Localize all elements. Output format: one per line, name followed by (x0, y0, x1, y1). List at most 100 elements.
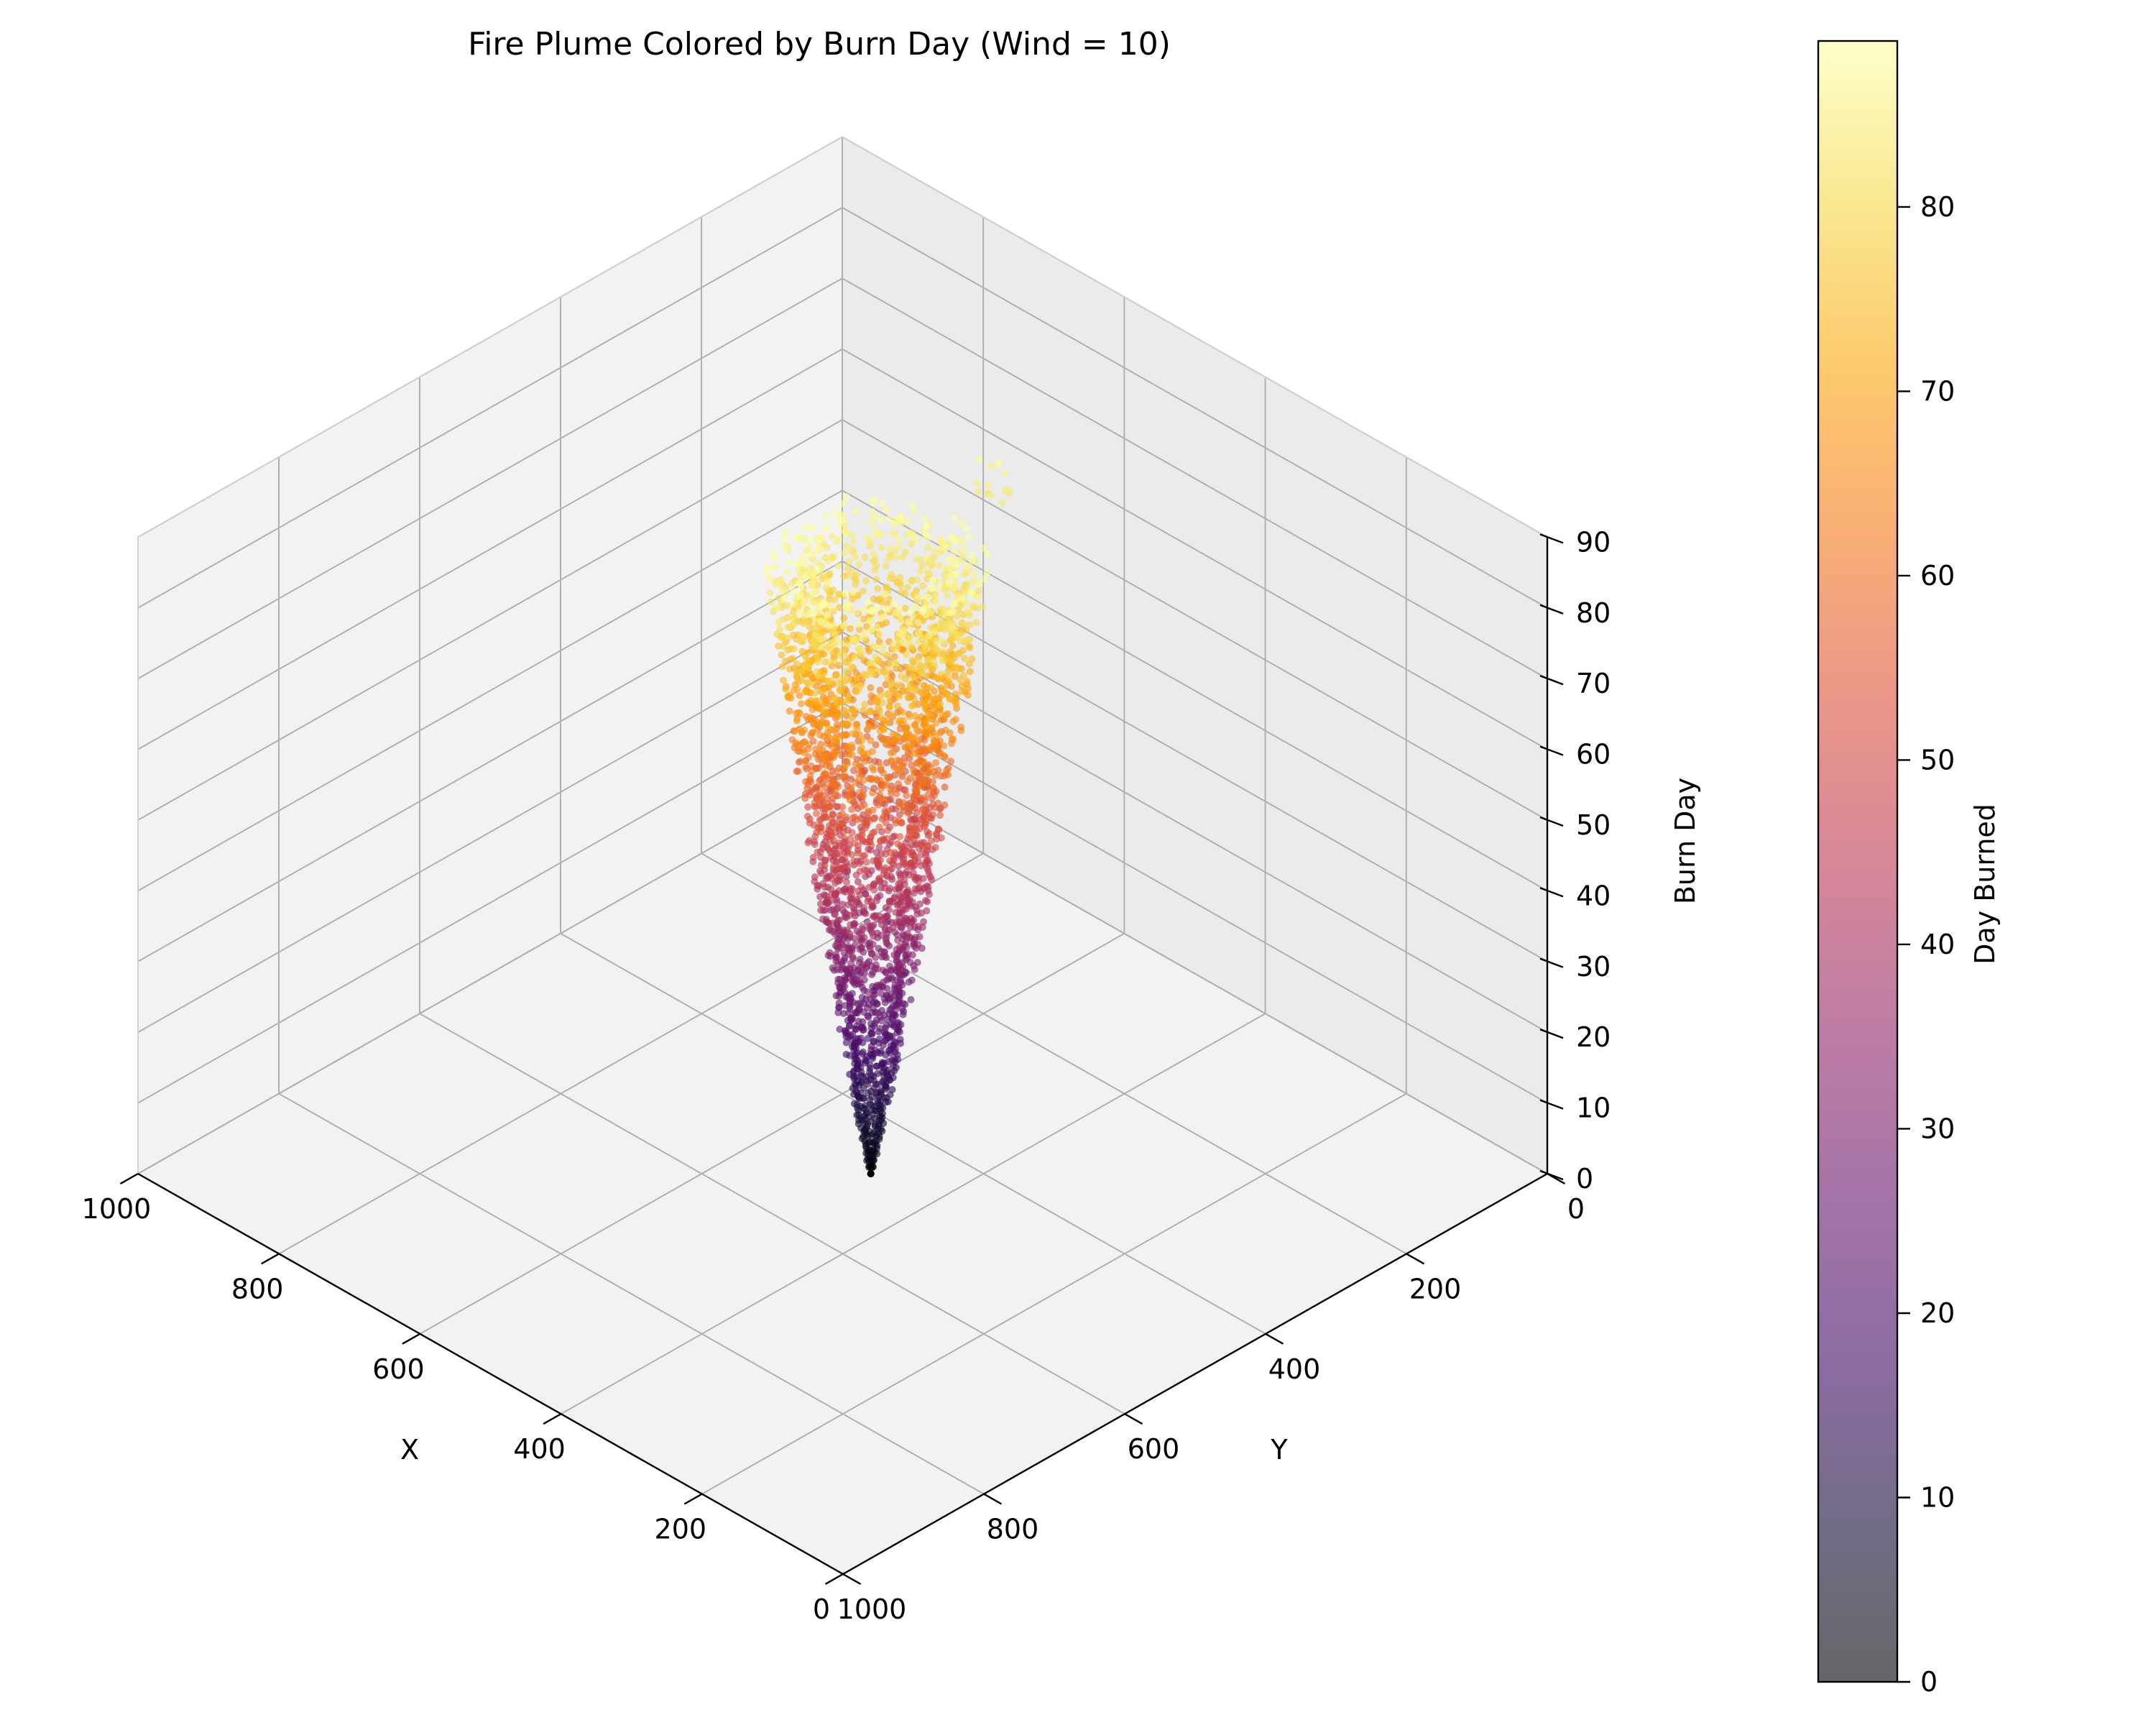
scatter-point (891, 518, 899, 525)
scatter-point (950, 514, 958, 522)
scatter-point (843, 1029, 851, 1036)
scatter-point (845, 676, 853, 684)
scatter-point (814, 559, 822, 567)
scatter-point (922, 821, 929, 829)
colorbar-tick-label: 60 (1920, 560, 1955, 592)
scatter-point (828, 533, 836, 540)
scatter-point (880, 914, 888, 922)
scatter-point (806, 551, 814, 558)
scatter-point (783, 602, 791, 610)
scatter-point (987, 462, 995, 470)
scatter-point (834, 1008, 842, 1016)
scatter-point (894, 765, 902, 773)
scatter-point (858, 993, 866, 1001)
scatter-point (923, 521, 931, 529)
z-tick-label: 60 (1576, 739, 1611, 770)
scatter-point (926, 829, 933, 837)
scatter-point (890, 991, 898, 999)
scatter-point (843, 709, 851, 717)
scatter-point (847, 921, 854, 929)
scatter-point (804, 839, 812, 847)
scatter-point (866, 1061, 874, 1069)
scatter-point (865, 1138, 872, 1146)
scatter-point (915, 638, 923, 645)
scatter-point (816, 535, 824, 543)
scatter-point (848, 751, 856, 759)
scatter-point (868, 508, 876, 515)
scatter-point (811, 697, 819, 705)
colorbar-tick-label: 50 (1920, 744, 1955, 776)
scatter-point (823, 584, 830, 592)
y-tick-label: 200 (1409, 1273, 1462, 1305)
scatter-point (918, 806, 926, 814)
scatter-point (817, 861, 825, 869)
scatter-point (884, 827, 892, 834)
scatter-point (792, 534, 800, 542)
scatter-point (871, 556, 879, 564)
scatter-point (828, 710, 836, 718)
scatter-point (941, 801, 949, 809)
scatter-point (908, 501, 916, 509)
scatter-point (860, 630, 868, 638)
scatter-point (853, 898, 861, 906)
scatter-point (870, 912, 877, 920)
scatter-point (814, 848, 821, 856)
scatter-point (949, 599, 957, 607)
scatter-point (780, 643, 787, 650)
scatter-point (845, 1022, 853, 1029)
scatter-point (817, 906, 825, 914)
scatter-point (963, 677, 971, 685)
scatter-point (922, 852, 930, 860)
scatter-point (944, 667, 952, 675)
scatter-point (920, 606, 928, 614)
scatter-point (794, 592, 802, 600)
scatter-point (786, 665, 793, 673)
scatter-point (831, 631, 839, 638)
scatter-point (849, 903, 857, 911)
scatter-point (906, 685, 913, 693)
scatter-point (931, 598, 939, 606)
y-tick-label: 800 (987, 1514, 1039, 1545)
scatter-point (838, 809, 846, 817)
scatter-point (975, 487, 982, 495)
scatter-point (778, 634, 786, 642)
x-axis-line (137, 1172, 844, 1576)
scatter-point (846, 930, 854, 938)
scatter-point (794, 678, 802, 686)
scatter-point (842, 530, 850, 538)
scatter-point (890, 653, 898, 661)
scatter-point (830, 725, 838, 733)
scatter-point (984, 551, 992, 558)
scatter-point (894, 937, 902, 944)
z-tick-label: 70 (1576, 668, 1611, 699)
scatter-point (896, 833, 904, 840)
scatter-point (832, 671, 840, 678)
scatter-point (951, 561, 959, 569)
scatter-point (864, 1089, 872, 1097)
z-tick-label: 90 (1576, 526, 1611, 558)
scatter-point (839, 819, 847, 827)
scatter-point (950, 548, 958, 556)
scatter-point (900, 687, 908, 694)
scatter-point (821, 754, 829, 761)
scatter-point (875, 843, 883, 851)
scatter-point (836, 916, 844, 924)
scatter-point (905, 897, 913, 905)
scatter-point (825, 622, 833, 630)
scatter-point (839, 1010, 847, 1017)
colorbar-tick-label: 0 (1920, 1666, 1938, 1698)
scatter-point (840, 614, 848, 622)
scatter-point (800, 599, 808, 607)
scatter-point (859, 1048, 867, 1056)
scatter-point (829, 780, 837, 787)
scatter-point (927, 837, 935, 845)
scatter-point (865, 723, 872, 731)
scatter-point (783, 634, 791, 642)
scatter-point (814, 658, 821, 666)
scatter-point (927, 763, 935, 771)
scatter-point (857, 803, 865, 811)
scatter-point (877, 543, 885, 551)
scatter-point (866, 617, 874, 625)
scatter-point (877, 714, 885, 722)
scatter-point (822, 875, 830, 883)
